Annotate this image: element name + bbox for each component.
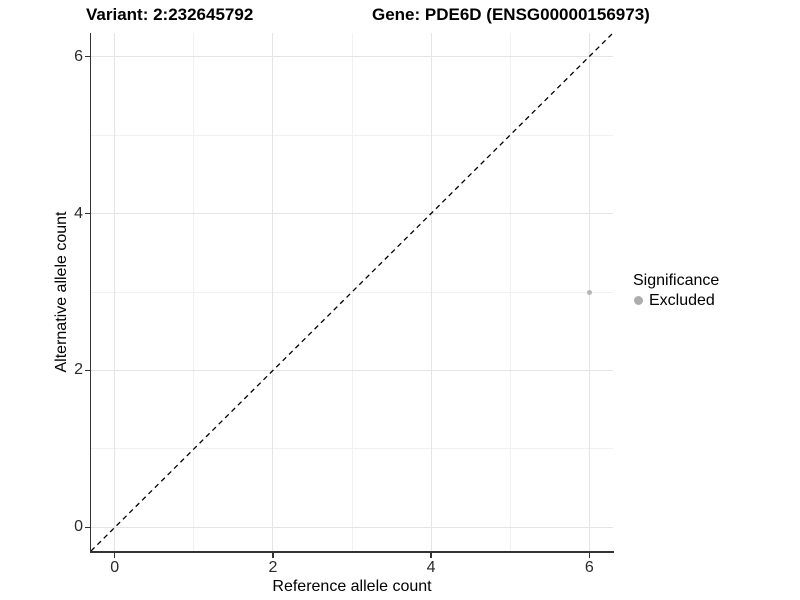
gridline-y-major: [91, 526, 613, 528]
x-tick-mark: [272, 552, 274, 558]
gridline-x-major: [430, 33, 432, 551]
plot-panel: [91, 33, 613, 551]
data-point-excluded: [586, 289, 592, 295]
gridline-y-major: [91, 369, 613, 371]
x-tick-label: 0: [110, 559, 120, 576]
y-tick-mark: [84, 369, 90, 372]
plot-title-variant: Variant: 2:232645792: [86, 5, 254, 24]
x-axis-line: [89, 551, 614, 553]
legend-item-label: Excluded: [649, 292, 715, 309]
x-tick-mark: [430, 552, 432, 558]
gridline-x-major: [114, 33, 116, 551]
legend: Significance Excluded: [631, 271, 719, 310]
x-tick-label: 6: [584, 559, 594, 576]
y-tick-label: 0: [74, 518, 83, 536]
plot-title-gene: Gene: PDE6D (ENSG00000156973): [372, 5, 650, 24]
gridline-y-minor: [91, 291, 613, 293]
gridline-y-major: [91, 213, 613, 214]
y-tick-mark: [84, 55, 90, 58]
x-tick-mark: [114, 552, 116, 558]
x-axis-title: Reference allele count: [272, 578, 432, 595]
identity-reference-line: [91, 33, 613, 551]
gridline-x-major: [272, 33, 274, 551]
gridline-y-major: [91, 56, 613, 58]
legend-item-excluded: Excluded: [631, 291, 719, 310]
y-axis-line: [89, 33, 91, 553]
legend-title: Significance: [633, 272, 720, 289]
y-tick-mark: [84, 212, 90, 215]
x-tick-label: 2: [268, 559, 278, 576]
gridline-y-minor: [91, 134, 613, 136]
legend-key-dot-icon: [634, 296, 643, 305]
y-tick-mark: [84, 526, 90, 529]
y-tick-label: 6: [74, 47, 83, 65]
y-tick-label: 4: [74, 204, 83, 222]
y-tick-label: 2: [74, 361, 83, 379]
x-tick-label: 4: [426, 559, 436, 576]
y-axis-title: Alternative allele count: [53, 211, 70, 373]
x-tick-mark: [588, 552, 590, 558]
gridline-y-minor: [91, 448, 613, 450]
